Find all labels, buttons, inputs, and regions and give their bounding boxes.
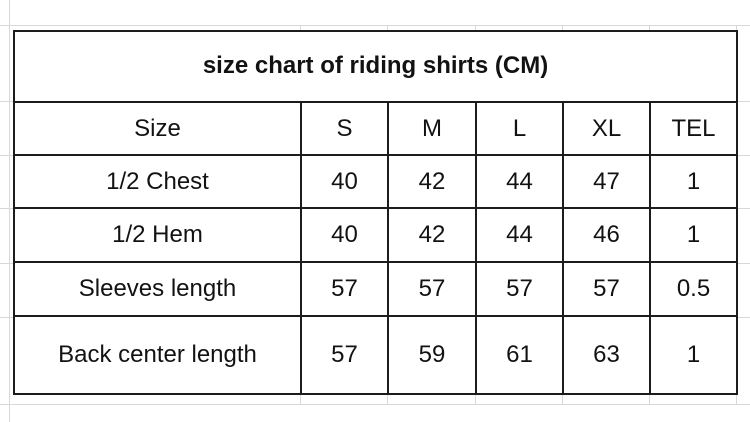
cell-value[interactable]: 57 [562,261,651,317]
sheet-row-tick [0,155,13,156]
cell-value[interactable]: 40 [300,154,389,209]
cell-value[interactable]: 0.5 [648,261,739,317]
header-cell-s[interactable]: S [300,100,389,157]
cell-value[interactable]: 44 [475,154,564,209]
sheet-gridline-top [0,25,750,26]
cell-value[interactable]: 59 [387,314,477,396]
sheet-row-tick [737,155,750,156]
sheet-column-tick [562,25,563,31]
sheet-column-tick [387,25,388,31]
cell-value[interactable]: 1 [648,154,739,209]
cell-value[interactable]: 1 [648,206,739,264]
row-label[interactable]: 1/2 Chest [13,154,302,209]
cell-value[interactable]: 57 [300,261,389,317]
table-row: Back center length 57 59 61 63 1 [13,314,739,396]
sheet-row-tick [0,208,13,209]
cell-value[interactable]: 57 [300,314,389,396]
row-label[interactable]: Sleeves length [13,261,302,317]
cell-value[interactable]: 61 [475,314,564,396]
sheet-gridline-bottom [0,404,750,405]
row-label[interactable]: Back center length [13,314,302,396]
sheet-column-tick [300,395,301,405]
sheet-column-tick [387,395,388,405]
header-cell-m[interactable]: M [387,100,477,157]
sheet-row-tick [0,317,13,318]
sheet-gridline-left [9,0,10,422]
sheet-column-tick [562,395,563,405]
header-cell-xl[interactable]: XL [562,100,651,157]
sheet-column-tick [736,395,737,405]
row-label[interactable]: 1/2 Hem [13,206,302,264]
sheet-row-tick [0,263,13,264]
sheet-row-tick [737,208,750,209]
size-chart-table: size chart of riding shirts (CM) Size S … [12,30,739,396]
sheet-column-tick [736,25,737,31]
sheet-column-tick [649,395,650,405]
header-cell-l[interactable]: L [475,100,564,157]
cell-value[interactable]: 47 [562,154,651,209]
header-cell-tel[interactable]: TEL [648,100,739,157]
table-title[interactable]: size chart of riding shirts (CM) [12,30,739,103]
cell-value[interactable]: 46 [562,206,651,264]
table-row: 1/2 Hem 40 42 44 46 1 [13,206,739,264]
cell-value[interactable]: 42 [387,154,477,209]
sheet-row-tick [0,101,13,102]
cell-value[interactable]: 63 [562,314,651,396]
sheet-row-tick [737,317,750,318]
sheet-column-tick [649,25,650,31]
sheet-row-tick [737,101,750,102]
sheet-column-tick [300,25,301,31]
cell-value[interactable]: 57 [387,261,477,317]
cell-value[interactable]: 57 [475,261,564,317]
cell-value[interactable]: 1 [648,314,739,396]
sheet-row-tick [737,263,750,264]
table-row-title: size chart of riding shirts (CM) [12,30,739,103]
header-cell-size[interactable]: Size [13,100,302,157]
table-row: 1/2 Chest 40 42 44 47 1 [13,154,739,209]
table-row-header: Size S M L XL TEL [13,100,739,157]
table-row: Sleeves length 57 57 57 57 0.5 [13,261,739,317]
sheet-column-tick [475,395,476,405]
cell-value[interactable]: 40 [300,206,389,264]
cell-value[interactable]: 44 [475,206,564,264]
sheet-column-tick [475,25,476,31]
cell-value[interactable]: 42 [387,206,477,264]
